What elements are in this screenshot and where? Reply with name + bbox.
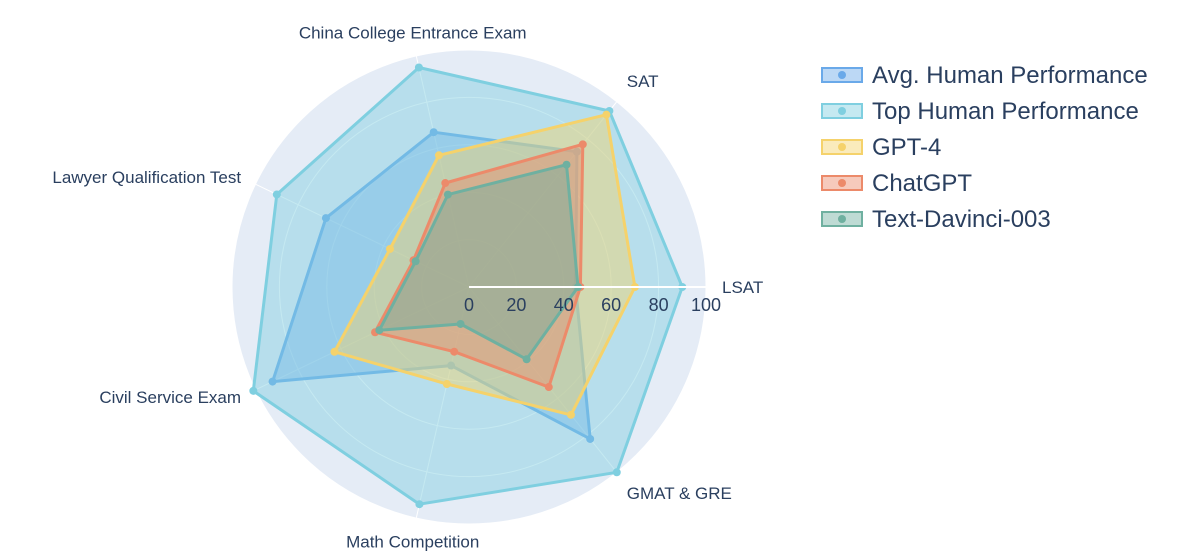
data-point [434,151,443,160]
legend-marker [838,71,846,79]
radial-tick-label: 80 [649,295,669,315]
series-area [377,163,580,361]
series-area [251,66,684,506]
data-point [442,380,451,389]
axis-label-lsat: LSAT [722,278,763,297]
data-point [447,361,456,370]
legend-label: ChatGPT [872,170,972,197]
radial-tick-label: 40 [554,295,574,315]
data-point [578,140,587,149]
data-point [330,347,339,356]
data-point [321,214,330,223]
data-point [441,179,450,188]
legend-label: Avg. Human Performance [872,62,1148,89]
grid-spoke [415,55,470,288]
data-point [249,386,258,395]
legend-label: GPT-4 [872,134,941,161]
radial-tick-label: 20 [506,295,526,315]
data-point [450,347,459,356]
axis-label-civil-service-exam: Civil Service Exam [99,388,241,407]
legend-marker [838,143,846,151]
legend-item-avg-human-performance: Avg. Human Performance [821,62,1148,89]
data-point [375,326,384,335]
data-point [562,160,571,169]
series-top-human-performance [249,63,687,509]
grid-spoke [255,183,470,288]
radial-tick-label: 100 [691,295,721,315]
data-point [612,468,621,477]
data-point [566,410,575,419]
legend-item-gpt-4: GPT-4 [821,134,941,161]
series-avg-human-performance [268,128,595,443]
radial-tick-label: 0 [464,295,474,315]
legend-marker [838,107,846,115]
series-layer [249,63,687,509]
grid-spoke [255,286,470,391]
axis-label-sat: SAT [627,72,659,91]
data-point [443,190,452,199]
axis-label-gmat-gre: GMAT & GRE [627,484,732,503]
data-point [385,244,394,253]
data-point [602,110,611,119]
data-point [414,63,423,72]
data-point [272,190,281,199]
data-point [586,434,595,443]
data-point [411,257,420,266]
legend-label: Top Human Performance [872,98,1139,125]
data-point [544,383,553,392]
legend-item-chatgpt: ChatGPT [821,170,972,197]
series-area [271,130,592,441]
axis-label-lawyer-qualification-test: Lawyer Qualification Test [52,168,241,187]
legend: Avg. Human Performance Top Human Performa… [821,62,1148,233]
radial-tick-label: 60 [601,295,621,315]
axis-labels: LSAT SAT China College Entrance Exam Lawyer… [52,23,763,551]
grid-spoke [468,101,618,288]
axis-label-china-college-entrance-exam: China College Entrance Exam [299,23,527,42]
legend-item-text-davinci-003: Text-Davinci-003 [821,206,1051,233]
radial-ticks: 0 20 40 60 80 100 [464,286,721,315]
legend-marker [838,215,846,223]
data-point [429,128,438,137]
data-point [415,500,424,509]
data-point [268,377,277,386]
data-point [456,319,465,328]
axis-label-math-competition: Math Competition [346,533,479,552]
legend-item-top-human-performance: Top Human Performance [821,98,1139,125]
data-point [572,147,581,156]
legend-marker [838,179,846,187]
data-point [522,355,531,364]
legend-label: Text-Davinci-003 [872,206,1051,233]
